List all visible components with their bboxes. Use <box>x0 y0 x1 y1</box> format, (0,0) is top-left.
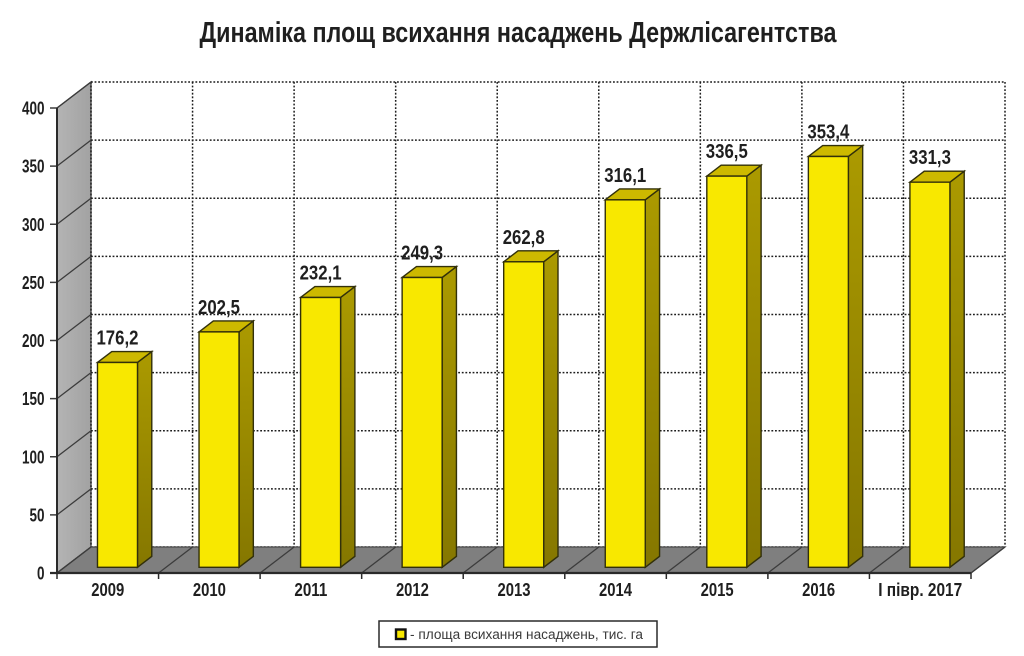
svg-text:2014: 2014 <box>599 580 632 600</box>
svg-text:150: 150 <box>22 389 45 409</box>
svg-text:300: 300 <box>22 215 45 235</box>
svg-text:100: 100 <box>22 447 45 467</box>
svg-text:2009: 2009 <box>91 580 124 600</box>
svg-text:2010: 2010 <box>193 580 226 600</box>
svg-text:200: 200 <box>22 331 45 351</box>
svg-text:400: 400 <box>22 99 45 119</box>
svg-text:0: 0 <box>37 564 45 584</box>
svg-text:331,3: 331,3 <box>909 147 951 169</box>
svg-text:Динаміка площ всихання насадже: Динаміка площ всихання насаджень Держліс… <box>200 17 838 49</box>
svg-text:202,5: 202,5 <box>198 297 240 319</box>
svg-text:- площа всихання насаджень, ти: - площа всихання насаджень, тис. га <box>410 627 643 642</box>
svg-text:232,1: 232,1 <box>300 262 342 284</box>
svg-text:І півр. 2017: І півр. 2017 <box>878 580 962 600</box>
svg-text:353,4: 353,4 <box>807 121 850 143</box>
svg-text:250: 250 <box>22 273 45 293</box>
svg-text:2015: 2015 <box>701 580 734 600</box>
svg-text:50: 50 <box>30 505 45 525</box>
svg-text:350: 350 <box>22 157 45 177</box>
svg-text:249,3: 249,3 <box>401 242 443 264</box>
svg-text:2016: 2016 <box>802 580 835 600</box>
svg-text:2011: 2011 <box>294 580 327 600</box>
svg-text:2013: 2013 <box>498 580 531 600</box>
svg-text:262,8: 262,8 <box>503 227 545 249</box>
svg-text:316,1: 316,1 <box>604 165 646 187</box>
svg-text:336,5: 336,5 <box>706 141 748 163</box>
svg-text:176,2: 176,2 <box>96 327 138 349</box>
svg-text:2012: 2012 <box>396 580 429 600</box>
